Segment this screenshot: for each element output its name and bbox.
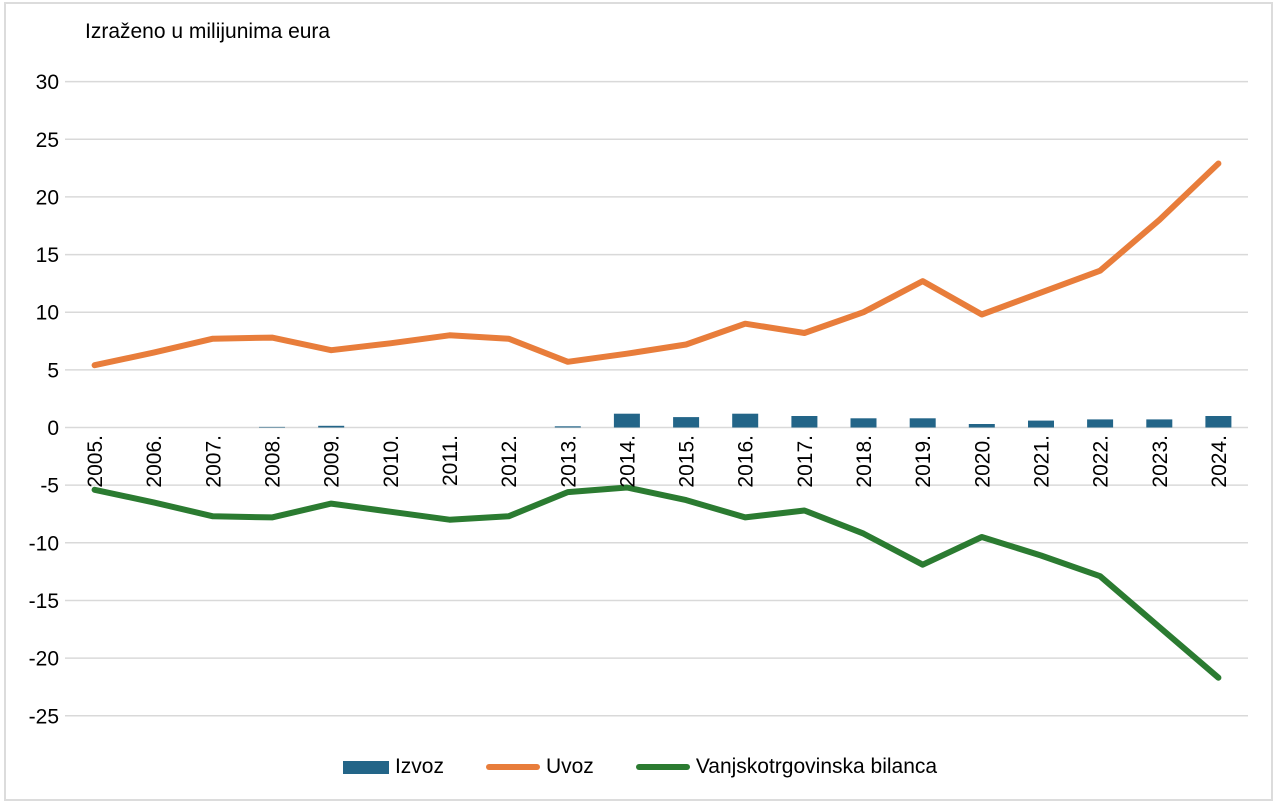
legend-item-izvoz: Izvoz <box>342 755 444 779</box>
x-tick-label: 2008. <box>262 435 285 488</box>
x-tick-label: 2015. <box>676 435 699 488</box>
legend-item-vanjskotrgovinska: Vanjskotrgovinska bilanca <box>635 755 938 779</box>
legend-label: Uvoz <box>545 755 594 778</box>
x-axis-labels: 2005. 2006. 2007. 2008. 2009. 2010. 2011. 2012.… <box>84 435 1231 488</box>
y-tick-label: 5 <box>47 359 59 382</box>
izvoz-bar <box>554 426 581 428</box>
x-tick-label: 2013. <box>557 435 580 488</box>
izvoz-bars <box>259 413 1232 428</box>
y-tick-label: -20 <box>29 648 59 671</box>
x-tick-label: 2023. <box>1149 435 1172 488</box>
legend-line-swatch-icon <box>485 764 540 770</box>
y-tick-label: 20 <box>36 186 59 209</box>
y-tick-label: 30 <box>36 71 59 94</box>
bilanca-line <box>91 484 1222 681</box>
chart-title: Izraženo u milijunima eura <box>85 20 331 43</box>
x-tick-label: 2007. <box>202 435 225 488</box>
x-tick-label: 2009. <box>321 435 344 488</box>
izvoz-bar <box>1205 416 1232 428</box>
y-tick-label: 0 <box>47 417 59 440</box>
x-tick-label: 2018. <box>853 435 876 488</box>
izvoz-bar <box>1028 420 1054 428</box>
x-tick-label: 2017. <box>794 435 817 488</box>
legend-label: Vanjskotrgovinska bilanca <box>695 755 938 778</box>
legend-line-swatch-icon <box>635 764 690 770</box>
y-tick-label: -25 <box>29 705 59 728</box>
x-tick-label: 2005. <box>84 435 107 488</box>
y-tick-label: 10 <box>36 302 59 325</box>
x-tick-label: 2019. <box>912 435 935 488</box>
x-tick-label: 2020. <box>971 435 994 488</box>
izvoz-bar <box>850 418 877 428</box>
x-tick-label: 2021. <box>1031 435 1054 488</box>
y-axis-labels: 30 25 20 15 10 5 0 -5 -10 -15 -20 -25 <box>29 71 59 728</box>
y-tick-label: -10 <box>29 532 59 555</box>
x-tick-label: 2011. <box>439 435 462 486</box>
x-tick-label: 2006. <box>143 435 166 488</box>
izvoz-bar <box>732 413 759 428</box>
legend-label: Izvoz <box>394 755 444 778</box>
izvoz-bar <box>673 417 700 428</box>
izvoz-bar <box>259 426 285 428</box>
legend-item-uvoz: Uvoz <box>485 755 594 779</box>
x-tick-label: 2014. <box>616 435 639 488</box>
izvoz-bar <box>968 424 995 428</box>
y-tick-label: 25 <box>36 129 59 152</box>
x-tick-label: 2010. <box>380 435 403 488</box>
izvoz-bar <box>318 425 345 428</box>
x-tick-label: 2016. <box>735 435 758 488</box>
legend-bar-swatch-icon <box>342 760 389 774</box>
y-tick-label: 15 <box>36 244 59 267</box>
y-tick-label: -5 <box>40 475 59 498</box>
x-tick-label: 2024. <box>1208 435 1231 488</box>
y-tick-label: -15 <box>29 590 59 613</box>
legend: Izvoz Uvoz Vanjskotrgovinska bilanca <box>0 752 1280 782</box>
x-tick-label: 2012. <box>498 435 521 488</box>
gridlines <box>65 80 1248 717</box>
izvoz-bar <box>1087 419 1114 428</box>
izvoz-bar <box>1146 419 1173 428</box>
izvoz-bar <box>791 416 818 428</box>
izvoz-bar <box>909 418 936 428</box>
uvoz-line <box>91 160 1222 369</box>
izvoz-bar <box>613 413 640 428</box>
x-tick-label: 2022. <box>1090 435 1113 488</box>
